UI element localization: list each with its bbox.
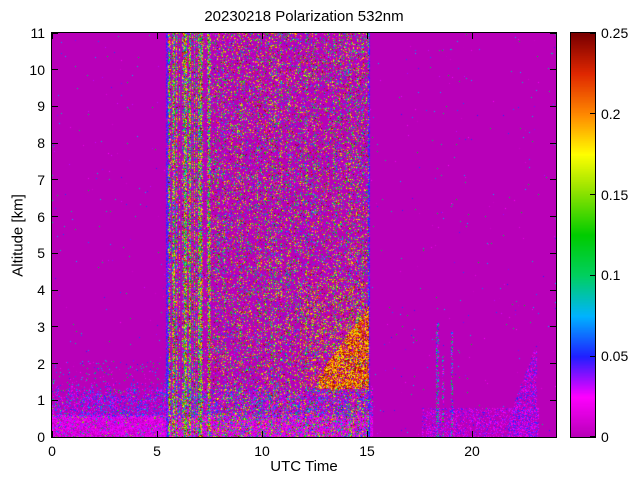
x-tick-mark xyxy=(156,431,158,437)
x-tick-label: 5 xyxy=(153,443,161,459)
y-tick-mark xyxy=(52,179,58,181)
colorbar-tick-mark xyxy=(590,33,595,34)
y-tick-label: 10 xyxy=(29,61,45,78)
x-tick-mark xyxy=(52,431,53,437)
x-tick-mark xyxy=(471,431,473,437)
y-tick-mark xyxy=(52,105,58,107)
colorbar-tick-mark xyxy=(590,274,595,276)
colorbar-tick-mark xyxy=(590,436,595,437)
y-tick-mark xyxy=(52,33,58,34)
y-tick-mark-right xyxy=(550,179,556,181)
x-tick-label: 15 xyxy=(359,443,375,459)
y-tick-mark-right xyxy=(550,289,556,291)
y-tick-label: 11 xyxy=(30,25,45,41)
y-tick-label: 0 xyxy=(37,429,45,445)
y-tick-mark xyxy=(52,252,58,254)
x-tick-mark xyxy=(261,431,263,437)
y-tick-mark-right xyxy=(550,436,556,437)
y-tick-label: 9 xyxy=(37,98,45,115)
y-tick-mark-right xyxy=(550,399,556,401)
x-tick-mark xyxy=(366,431,368,437)
colorbar-tick-mark xyxy=(590,194,595,196)
x-tick-label: 10 xyxy=(254,443,270,459)
x-tick-label: 20 xyxy=(464,443,480,459)
x-tick-mark-top xyxy=(261,33,263,39)
y-tick-mark xyxy=(52,436,58,437)
y-tick-label: 6 xyxy=(37,208,45,225)
y-tick-mark-right xyxy=(550,69,556,71)
colorbar-canvas xyxy=(571,33,595,437)
y-tick-label: 1 xyxy=(37,392,45,409)
x-tick-mark-top xyxy=(52,33,53,39)
x-tick-mark-top xyxy=(156,33,158,39)
y-tick-mark xyxy=(52,289,58,291)
colorbar-tick-label: 0.25 xyxy=(601,25,629,41)
colorbar-tick-label: 0.1 xyxy=(601,267,621,284)
y-tick-label: 4 xyxy=(37,282,45,299)
y-tick-mark xyxy=(52,142,58,144)
heatmap-canvas xyxy=(52,33,556,437)
x-tick-label: 0 xyxy=(48,443,56,459)
y-tick-mark xyxy=(52,69,58,71)
y-tick-label: 7 xyxy=(37,171,45,188)
y-tick-mark xyxy=(52,216,58,218)
colorbar-tick-label: 0.15 xyxy=(601,186,629,203)
y-tick-mark-right xyxy=(550,326,556,328)
colorbar-tick-label: 0 xyxy=(601,429,609,445)
y-tick-mark-right xyxy=(550,142,556,144)
x-axis-label: UTC Time xyxy=(270,458,338,475)
y-tick-mark-right xyxy=(550,252,556,254)
y-tick-label: 8 xyxy=(37,135,45,152)
y-tick-label: 2 xyxy=(37,355,45,372)
colorbar-tick-mark xyxy=(590,113,595,115)
colorbar-tick-label: 0.05 xyxy=(601,348,629,365)
colorbar-tick-label: 0.2 xyxy=(601,105,621,122)
x-tick-mark-top xyxy=(471,33,473,39)
y-tick-label: 3 xyxy=(37,318,45,335)
colorbar-tick-mark xyxy=(590,355,595,357)
y-tick-mark xyxy=(52,326,58,328)
x-tick-mark-top xyxy=(366,33,368,39)
y-tick-label: 5 xyxy=(37,245,45,262)
y-tick-mark-right xyxy=(550,216,556,218)
y-tick-mark xyxy=(52,399,58,401)
y-axis-label: Altitude [km] xyxy=(9,194,27,277)
y-tick-mark-right xyxy=(550,363,556,365)
y-tick-mark-right xyxy=(550,105,556,107)
y-tick-mark-right xyxy=(550,33,556,34)
chart-title: 20230218 Polarization 532nm xyxy=(204,8,404,25)
y-tick-mark xyxy=(52,363,58,365)
colorbar xyxy=(570,32,596,438)
plot-area xyxy=(51,32,557,438)
